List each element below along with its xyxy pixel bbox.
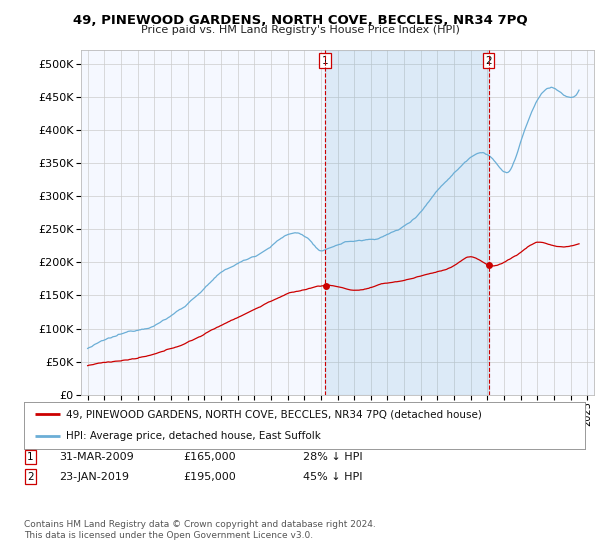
Text: Price paid vs. HM Land Registry's House Price Index (HPI): Price paid vs. HM Land Registry's House … <box>140 25 460 35</box>
Text: 28% ↓ HPI: 28% ↓ HPI <box>303 452 362 462</box>
Text: 1: 1 <box>322 55 328 66</box>
Text: HPI: Average price, detached house, East Suffolk: HPI: Average price, detached house, East… <box>66 431 321 441</box>
Text: £165,000: £165,000 <box>183 452 236 462</box>
Text: This data is licensed under the Open Government Licence v3.0.: This data is licensed under the Open Gov… <box>24 531 313 540</box>
Text: Contains HM Land Registry data © Crown copyright and database right 2024.: Contains HM Land Registry data © Crown c… <box>24 520 376 529</box>
Text: 45% ↓ HPI: 45% ↓ HPI <box>303 472 362 482</box>
Text: 49, PINEWOOD GARDENS, NORTH COVE, BECCLES, NR34 7PQ (detached house): 49, PINEWOOD GARDENS, NORTH COVE, BECCLE… <box>66 409 482 419</box>
Text: £195,000: £195,000 <box>183 472 236 482</box>
Text: 31-MAR-2009: 31-MAR-2009 <box>59 452 134 462</box>
Text: 1: 1 <box>27 452 34 462</box>
Text: 2: 2 <box>27 472 34 482</box>
Text: 49, PINEWOOD GARDENS, NORTH COVE, BECCLES, NR34 7PQ: 49, PINEWOOD GARDENS, NORTH COVE, BECCLE… <box>73 14 527 27</box>
Bar <box>325 50 488 395</box>
Text: 2: 2 <box>485 55 492 66</box>
Text: 23-JAN-2019: 23-JAN-2019 <box>59 472 129 482</box>
